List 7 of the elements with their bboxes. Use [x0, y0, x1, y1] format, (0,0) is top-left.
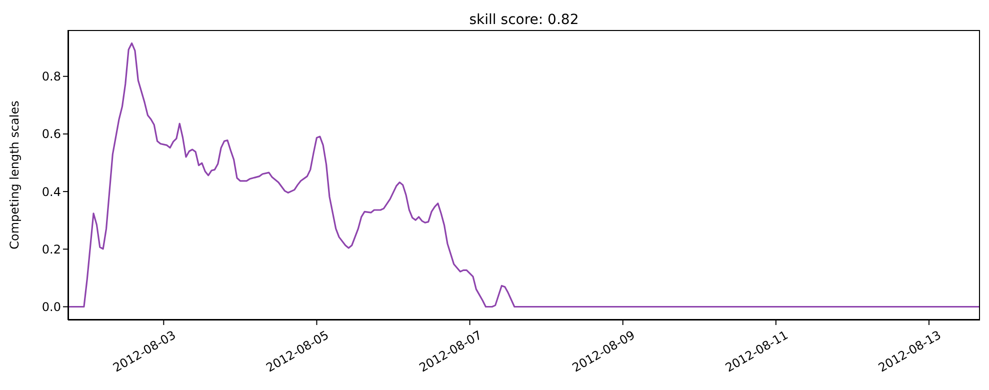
y-tick-label: 0.6 — [42, 127, 61, 142]
y-tick-label: 0.2 — [42, 242, 61, 256]
y-tick-label: 0.0 — [42, 300, 61, 314]
y-tick-label: 0.4 — [42, 184, 61, 199]
y-tick-label: 0.8 — [42, 70, 61, 84]
y-axis-title: Competing length scales — [7, 100, 22, 250]
chart-title: skill score: 0.82 — [468, 12, 580, 28]
